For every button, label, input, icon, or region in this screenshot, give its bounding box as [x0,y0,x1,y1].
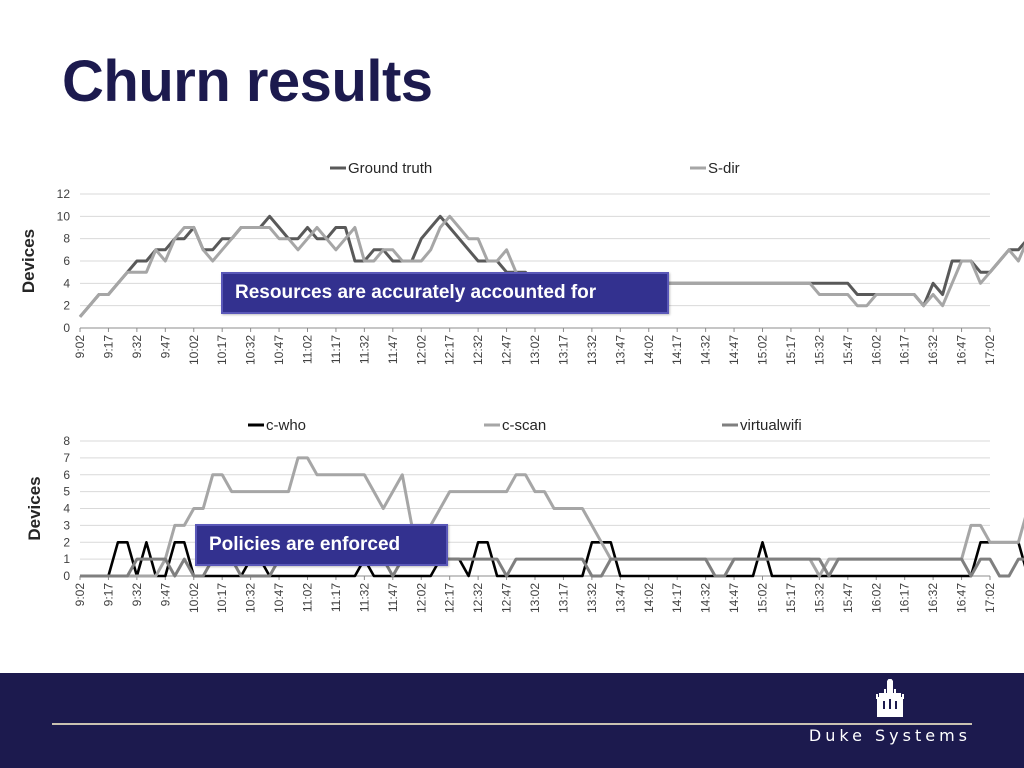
x-tick-label: 12:02 [414,583,428,613]
y-tick-label: 8 [63,434,70,448]
x-tick-label: 15:17 [784,335,798,365]
x-tick-label: 14:47 [727,335,741,365]
y-tick-label: 12 [57,187,71,201]
legend-label: Ground truth [348,160,432,177]
x-tick-label: 14:32 [699,583,713,613]
x-tick-label: 15:32 [812,335,826,365]
duke-chapel-icon [876,679,904,717]
x-tick-label: 13:17 [556,583,570,613]
x-tick-label: 16:32 [926,335,940,365]
y-tick-label: 2 [63,299,70,313]
y-tick-label: 1 [63,552,70,566]
x-tick-label: 14:32 [699,335,713,365]
footer-brand: Duke Systems [808,726,971,745]
y-tick-label: 10 [57,209,71,223]
legend-label: S-dir [708,160,740,177]
x-tick-label: 15:47 [841,335,855,365]
x-tick-label: 11:47 [386,335,400,364]
x-tick-label: 14:02 [642,335,656,365]
x-tick-label: 15:02 [756,583,770,613]
x-tick-label: 16:32 [926,583,940,613]
x-tick-label: 12:32 [471,583,485,613]
x-tick-label: 16:02 [869,335,883,365]
x-tick-label: 11:32 [357,335,371,364]
y-tick-label: 7 [63,451,70,465]
x-tick-label: 16:47 [955,335,969,365]
x-tick-label: 9:32 [130,335,144,359]
x-tick-label: 13:32 [585,335,599,365]
x-tick-label: 10:32 [244,583,258,613]
x-tick-label: 9:47 [158,583,172,607]
chart-enforcement-methods: 0 1 2 3 4 5 6 7 8 Devices 9:02 9:17 9:32 9:47 10:02 10:… [25,417,1024,613]
callout-accounting: Resources are accurately accounted for [221,272,669,314]
x-tick-label: 13:32 [585,583,599,613]
legend-label: c-scan [502,417,546,434]
slide-title: Churn results [62,49,433,114]
footer-bar: Duke Systems [0,673,1024,768]
footer-divider [52,723,972,725]
y-tick-label: 4 [63,502,70,516]
y-tick-label: 0 [63,569,70,583]
y-tick-label: 5 [63,485,70,499]
x-tick-label: 9:47 [158,335,172,359]
y-axis-label: Devices [19,229,38,293]
x-tick-label: 9:32 [130,583,144,607]
x-tick-label: 16:17 [898,335,912,365]
x-tick-label: 9:17 [101,583,115,607]
x-tick-label: 15:47 [841,583,855,613]
x-tick-label: 16:02 [869,583,883,613]
x-tick-label: 17:02 [983,335,997,365]
x-tick-label: 9:02 [73,335,87,359]
x-tick-label: 14:17 [670,583,684,613]
x-tick-label: 9:17 [101,335,115,359]
x-tick-label: 16:17 [898,583,912,613]
legend-label: c-who [266,417,306,434]
x-tick-label: 13:02 [528,335,542,365]
x-tick-label: 12:02 [414,335,428,365]
x-tick-label: 13:02 [528,583,542,613]
x-tick-label: 12:17 [443,335,457,365]
x-tick-label: 10:32 [244,335,258,365]
y-tick-label: 4 [63,276,70,290]
x-tick-label: 15:17 [784,583,798,613]
y-tick-label: 3 [63,518,70,532]
y-tick-label: 6 [63,468,70,482]
x-tick-label: 11:17 [329,583,343,612]
x-tick-label: 11:17 [329,335,343,364]
series-line-virtualwifi [80,557,1024,578]
x-tick-label: 11:02 [301,583,315,612]
x-tick-label: 10:47 [272,583,286,613]
x-tick-label: 13:17 [556,335,570,365]
x-tick-label: 14:47 [727,583,741,613]
x-tick-label: 13:47 [613,583,627,613]
x-tick-label: 13:47 [613,335,627,365]
x-tick-label: 9:02 [73,583,87,607]
x-tick-label: 11:47 [386,583,400,612]
x-tick-label: 14:02 [642,583,656,613]
x-tick-label: 10:17 [215,335,229,365]
x-tick-label: 17:02 [983,583,997,613]
x-tick-label: 15:32 [812,583,826,613]
x-tick-label: 11:02 [301,335,315,364]
x-tick-label: 10:17 [215,583,229,613]
y-tick-label: 8 [63,232,70,246]
x-tick-label: 10:47 [272,335,286,365]
x-tick-label: 12:17 [443,583,457,613]
x-tick-label: 15:02 [756,335,770,365]
x-tick-label: 11:32 [357,583,371,612]
x-tick-label: 12:32 [471,335,485,365]
x-tick-label: 10:02 [187,335,201,365]
y-axis-label: Devices [25,476,44,540]
x-tick-label: 12:47 [500,335,514,365]
x-tick-label: 12:47 [500,583,514,613]
callout-policies: Policies are enforced [195,524,448,566]
legend-label: virtualwifi [740,417,802,434]
chart-ground-truth-vs-sdir: 0 2 4 6 8 10 12 Devices 9:02 9:17 9:32 9:47 10:02 10:… [19,160,1024,365]
x-tick-label: 10:02 [187,583,201,613]
y-tick-label: 6 [63,254,70,268]
x-tick-label: 14:17 [670,335,684,365]
y-tick-label: 2 [63,535,70,549]
x-tick-label: 16:47 [955,583,969,613]
y-tick-label: 0 [63,321,70,335]
